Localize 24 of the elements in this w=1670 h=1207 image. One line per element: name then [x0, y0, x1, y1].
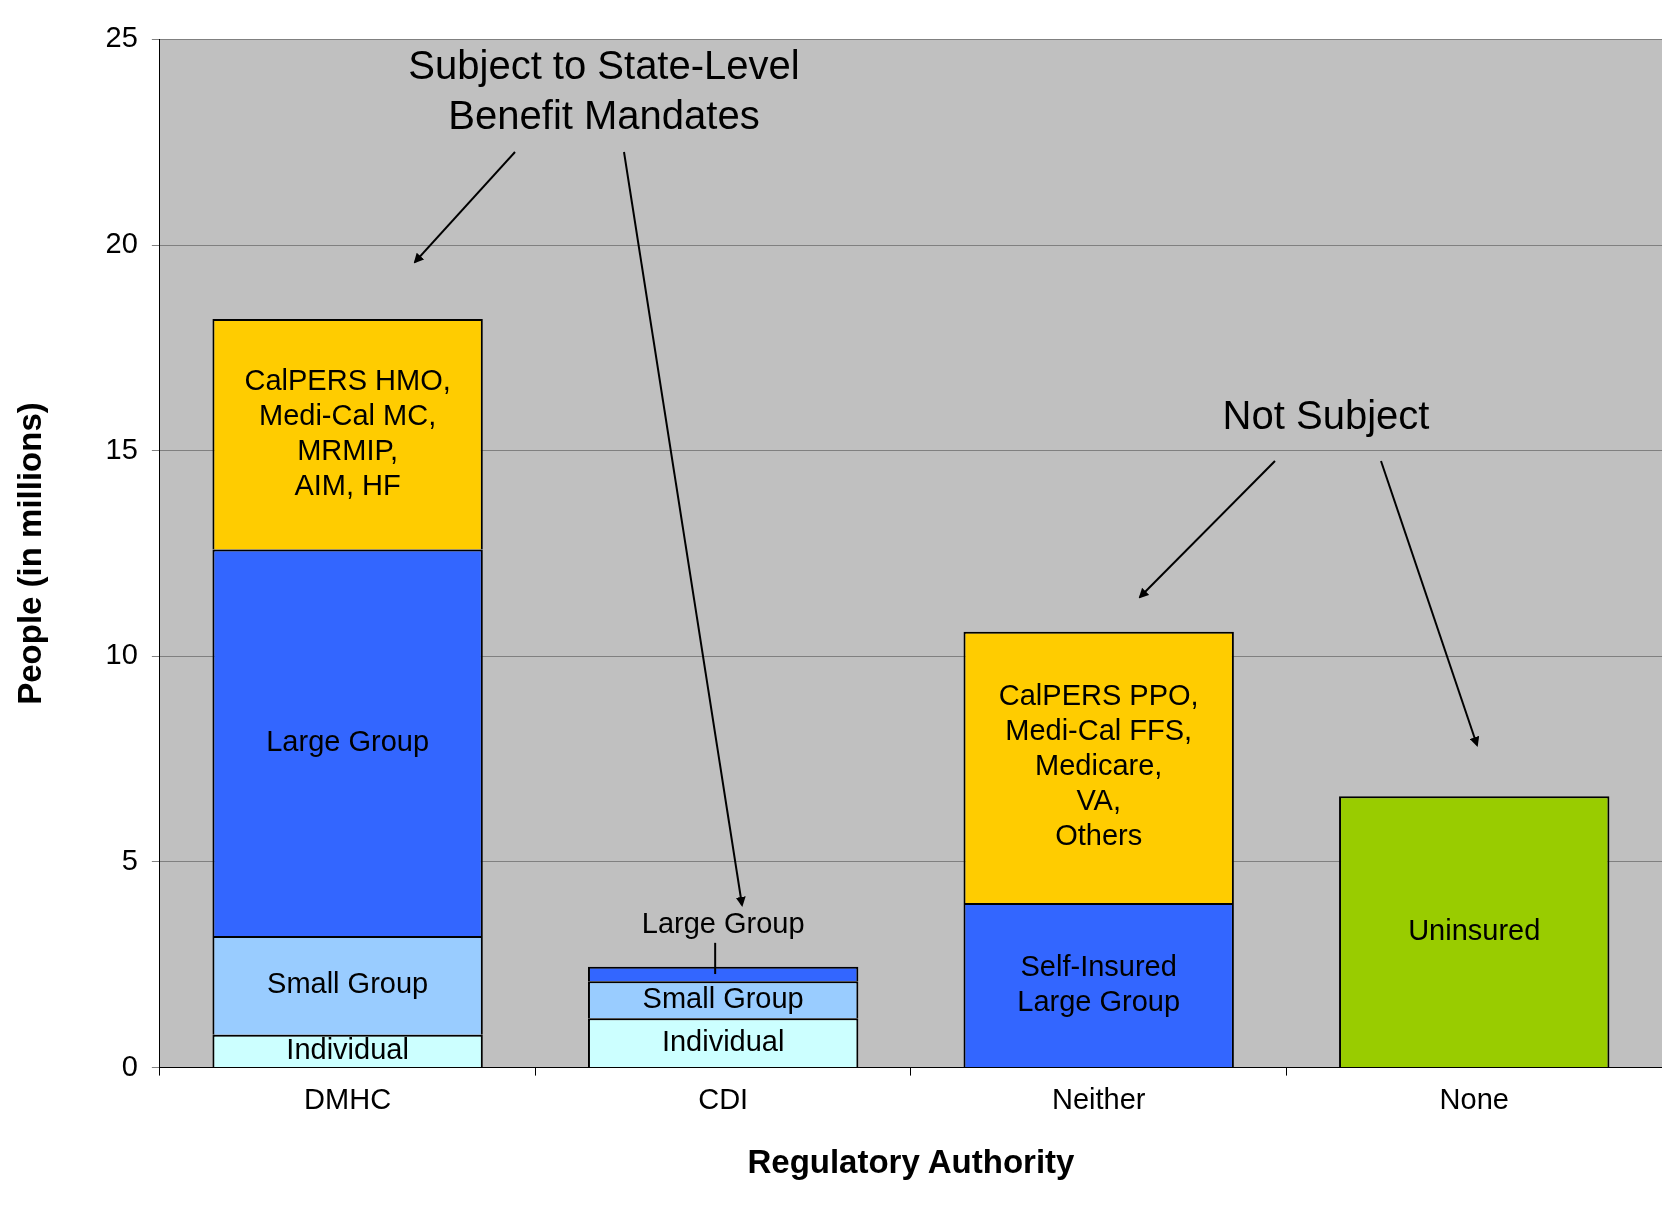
x-tick-label: None — [1439, 1083, 1509, 1115]
annotation: Not Subject — [1222, 393, 1430, 438]
y-tick-label: 25 — [105, 21, 138, 54]
series-label: Self-Insured Large Group — [1017, 949, 1181, 1017]
x-axis-title: Regulatory Authority — [747, 1143, 1076, 1181]
series-label: CalPERS PPO, Medi-Cal FFS, Medicare, VA, Others — [998, 679, 1199, 852]
text: Small Group — [267, 967, 429, 1000]
annotation: Subject to State-Level Benefit Mandates — [408, 43, 800, 138]
y-tick-label: 10 — [105, 638, 138, 671]
y-tick-label: 0 — [121, 1049, 138, 1082]
series-label: Large Group — [641, 906, 805, 939]
series-label: Uninsured — [1408, 913, 1541, 946]
series-label: Small Group — [642, 981, 804, 1014]
series-label: CalPERS HMO, Medi-Cal MC, MRMIP, AIM, HF — [244, 363, 451, 501]
text: Large Group — [266, 724, 430, 757]
series-label: Individual — [286, 1033, 409, 1066]
text: Individual — [661, 1024, 785, 1057]
x-tick-label: DMHC — [304, 1083, 392, 1115]
y-axis-title: People (in millions) — [10, 402, 48, 705]
y-tick-label: 20 — [105, 227, 138, 260]
x-tick-label: Neither — [1051, 1083, 1146, 1115]
y-tick-label: 15 — [105, 432, 138, 465]
y-tick-label: 5 — [121, 843, 138, 876]
x-tick-label: CDI — [698, 1083, 749, 1115]
